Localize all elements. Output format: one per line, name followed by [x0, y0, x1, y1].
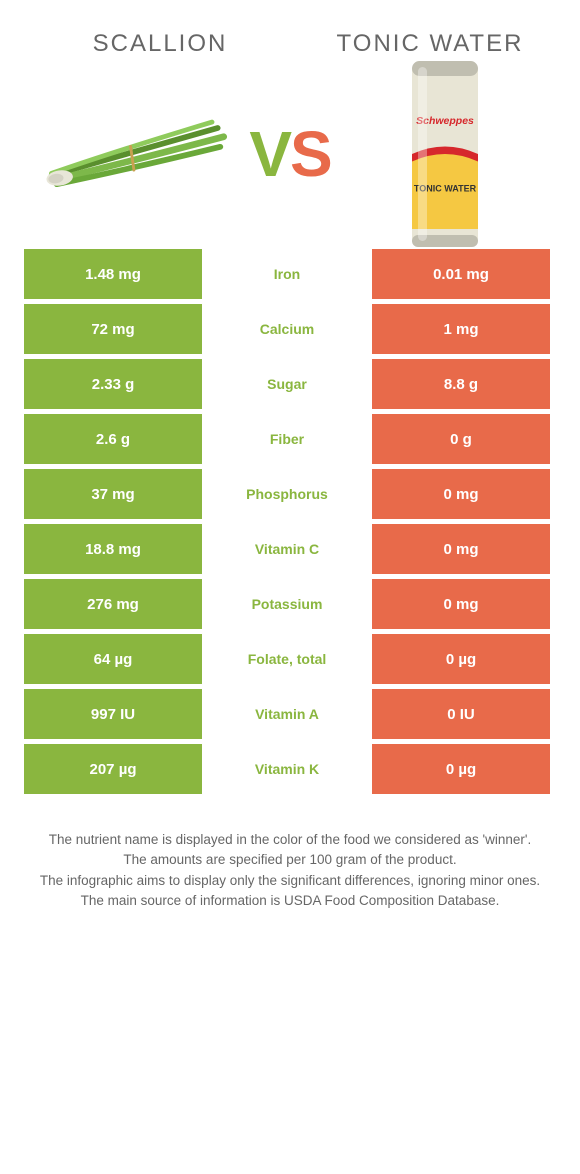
- footer-line-3: The infographic aims to display only the…: [30, 871, 550, 891]
- vs-s: S: [290, 118, 331, 190]
- table-row: 2.6 gFiber0 g: [24, 414, 556, 464]
- right-value: 0 µg: [372, 634, 550, 684]
- left-value: 2.6 g: [24, 414, 202, 464]
- vs-v: V: [249, 118, 290, 190]
- right-value: 0 mg: [372, 579, 550, 629]
- nutrient-label: Calcium: [206, 304, 368, 354]
- table-row: 18.8 mgVitamin C0 mg: [24, 524, 556, 574]
- left-value: 18.8 mg: [24, 524, 202, 574]
- left-value: 2.33 g: [24, 359, 202, 409]
- table-row: 2.33 gSugar8.8 g: [24, 359, 556, 409]
- nutrient-label: Vitamin K: [206, 744, 368, 794]
- left-value: 276 mg: [24, 579, 202, 629]
- left-value: 64 µg: [24, 634, 202, 684]
- table-row: 72 mgCalcium1 mg: [24, 304, 556, 354]
- right-value: 8.8 g: [372, 359, 550, 409]
- right-value: 1 mg: [372, 304, 550, 354]
- right-value: 0 IU: [372, 689, 550, 739]
- left-value: 72 mg: [24, 304, 202, 354]
- nutrient-label: Vitamin C: [206, 524, 368, 574]
- left-value: 207 µg: [24, 744, 202, 794]
- nutrient-label: Vitamin A: [206, 689, 368, 739]
- table-row: 207 µgVitamin K0 µg: [24, 744, 556, 794]
- table-row: 37 mgPhosphorus0 mg: [24, 469, 556, 519]
- right-value: 0.01 mg: [372, 249, 550, 299]
- footer-line-1: The nutrient name is displayed in the co…: [30, 830, 550, 850]
- table-row: 64 µgFolate, total0 µg: [24, 634, 556, 684]
- can-icon: Schweppes TONIC WATER: [400, 49, 490, 259]
- scallion-image: [40, 89, 230, 219]
- right-value: 0 mg: [372, 524, 550, 574]
- left-value: 37 mg: [24, 469, 202, 519]
- images-row: VS Schweppes TONIC WATER: [20, 79, 560, 249]
- nutrient-label: Iron: [206, 249, 368, 299]
- nutrient-label: Potassium: [206, 579, 368, 629]
- footer-line-2: The amounts are specified per 100 gram o…: [30, 850, 550, 870]
- left-value: 997 IU: [24, 689, 202, 739]
- footer-notes: The nutrient name is displayed in the co…: [20, 794, 560, 911]
- nutrient-label: Phosphorus: [206, 469, 368, 519]
- nutrient-label: Folate, total: [206, 634, 368, 684]
- left-title: Scallion: [40, 30, 280, 58]
- vs-label: VS: [249, 117, 330, 191]
- nutrient-table: 1.48 mgIron0.01 mg72 mgCalcium1 mg2.33 g…: [20, 249, 560, 794]
- table-row: 1.48 mgIron0.01 mg: [24, 249, 556, 299]
- right-value: 0 µg: [372, 744, 550, 794]
- table-row: 276 mgPotassium0 mg: [24, 579, 556, 629]
- left-value: 1.48 mg: [24, 249, 202, 299]
- right-value: 0 mg: [372, 469, 550, 519]
- right-value: 0 g: [372, 414, 550, 464]
- tonic-water-image: Schweppes TONIC WATER: [350, 89, 540, 219]
- nutrient-label: Sugar: [206, 359, 368, 409]
- footer-line-4: The main source of information is USDA F…: [30, 891, 550, 911]
- table-row: 997 IUVitamin A0 IU: [24, 689, 556, 739]
- nutrient-label: Fiber: [206, 414, 368, 464]
- scallion-icon: [40, 116, 230, 192]
